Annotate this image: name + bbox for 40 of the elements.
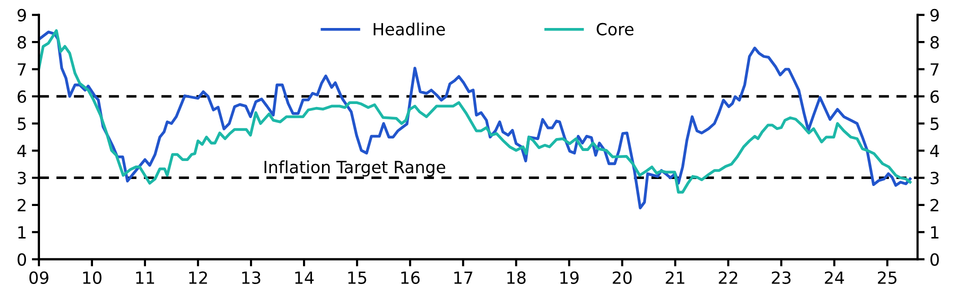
y2-tick-label: 9 (930, 8, 939, 22)
x-tick-label: 18 (507, 271, 526, 284)
x-tick-label: 09 (29, 271, 48, 284)
y-tick-label: 6 (18, 90, 26, 103)
y2-tick-label: 5 (930, 118, 938, 130)
x-tick-label: 17 (454, 272, 472, 284)
y2-tick-label: 3 (930, 172, 939, 184)
x-tick-label: 13 (242, 271, 260, 284)
y2-tick-label: 8 (930, 36, 939, 49)
legend-label: Core (596, 22, 634, 36)
y-tick-label: 9 (18, 8, 26, 22)
x-tick-label: 14 (295, 272, 314, 284)
x-tick-label: 11 (136, 272, 154, 284)
x-tick-label: 21 (666, 271, 684, 284)
ref-line-label: Inflation Target Range (264, 160, 446, 177)
y2-tick-label: 0 (930, 253, 939, 266)
y2-tick-label: 7 (930, 63, 939, 76)
x-tick-label: 24 (824, 271, 844, 284)
legend-label: Headline (374, 22, 445, 36)
x-tick-label: 19 (560, 271, 579, 284)
x-tick-label: 16 (401, 271, 420, 284)
y-tick-label: 1 (18, 226, 26, 238)
y-tick-label: 3 (18, 172, 26, 184)
x-tick-label: 20 (612, 271, 632, 284)
x-tick-label: 25 (878, 271, 896, 284)
x-tick-label: 12 (189, 271, 207, 284)
y-tick-label: 7 (18, 63, 26, 76)
x-tick-label: 10 (83, 271, 102, 284)
y2-tick-label: 1 (931, 226, 938, 238)
y2-tick-label: 6 (930, 90, 939, 103)
y-tick-label: 5 (18, 118, 26, 130)
y-tick-label: 2 (18, 198, 26, 212)
y-tick-label: 0 (18, 253, 26, 266)
y-tick-label: 4 (17, 144, 26, 157)
x-tick-label: 22 (718, 271, 738, 284)
x-tick-label: 15 (348, 272, 366, 284)
y2-tick-label: 4 (930, 144, 940, 157)
y2-tick-label: 2 (930, 198, 938, 212)
y-tick-label: 8 (18, 36, 26, 49)
x-tick-label: 23 (772, 271, 791, 284)
